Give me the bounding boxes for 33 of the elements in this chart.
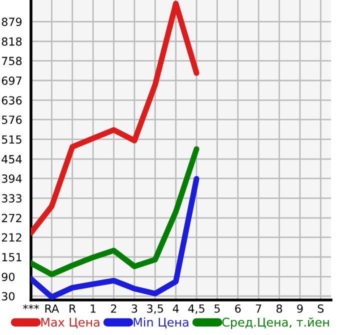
legend-label: Min Цена [134,317,188,328]
x-tick-label: 3 [132,304,138,313]
x-tick-label: 3,5 [147,304,164,314]
y-tick-label: 394 [2,174,22,183]
y-tick-label: 758 [2,56,22,66]
x-tick-label: 4 [172,304,179,313]
x-tick-label: 2 [111,304,116,313]
y-tick-label: 515 [2,135,22,144]
y-tick-label: 879 [2,18,22,26]
x-tick-label: 7 [256,304,262,313]
x-tick-label: 4,5 [188,304,204,314]
y-tick-label: 636 [2,96,22,105]
x-tick-label: 6 [235,304,241,313]
x-tick-label: 5 [214,304,220,313]
x-tick-label: *** [23,304,39,310]
legend-label: Сред.Цена, т.йен [222,318,329,330]
x-tick-label: RA [45,304,60,313]
y-tick-label: 697 [2,76,22,85]
x-tick-label: S [318,304,324,313]
y-tick-label: 30 [2,292,15,300]
y-tick-label: 272 [2,214,22,222]
y-tick-label: 333 [2,194,22,203]
x-tick-label: 9 [297,304,303,313]
y-tick-label: 454 [2,155,22,164]
x-tick-label: R [70,304,76,313]
y-tick-label: 576 [2,116,22,124]
x-tick-label: 8 [276,304,282,313]
legend-label: Max Цена [41,318,100,328]
y-tick-label: 818 [2,37,22,46]
x-tick-label: 1 [90,304,96,313]
y-tick-label: 151 [2,253,22,262]
y-tick-label: 90 [2,272,15,282]
y-tick-label: 212 [2,233,22,242]
